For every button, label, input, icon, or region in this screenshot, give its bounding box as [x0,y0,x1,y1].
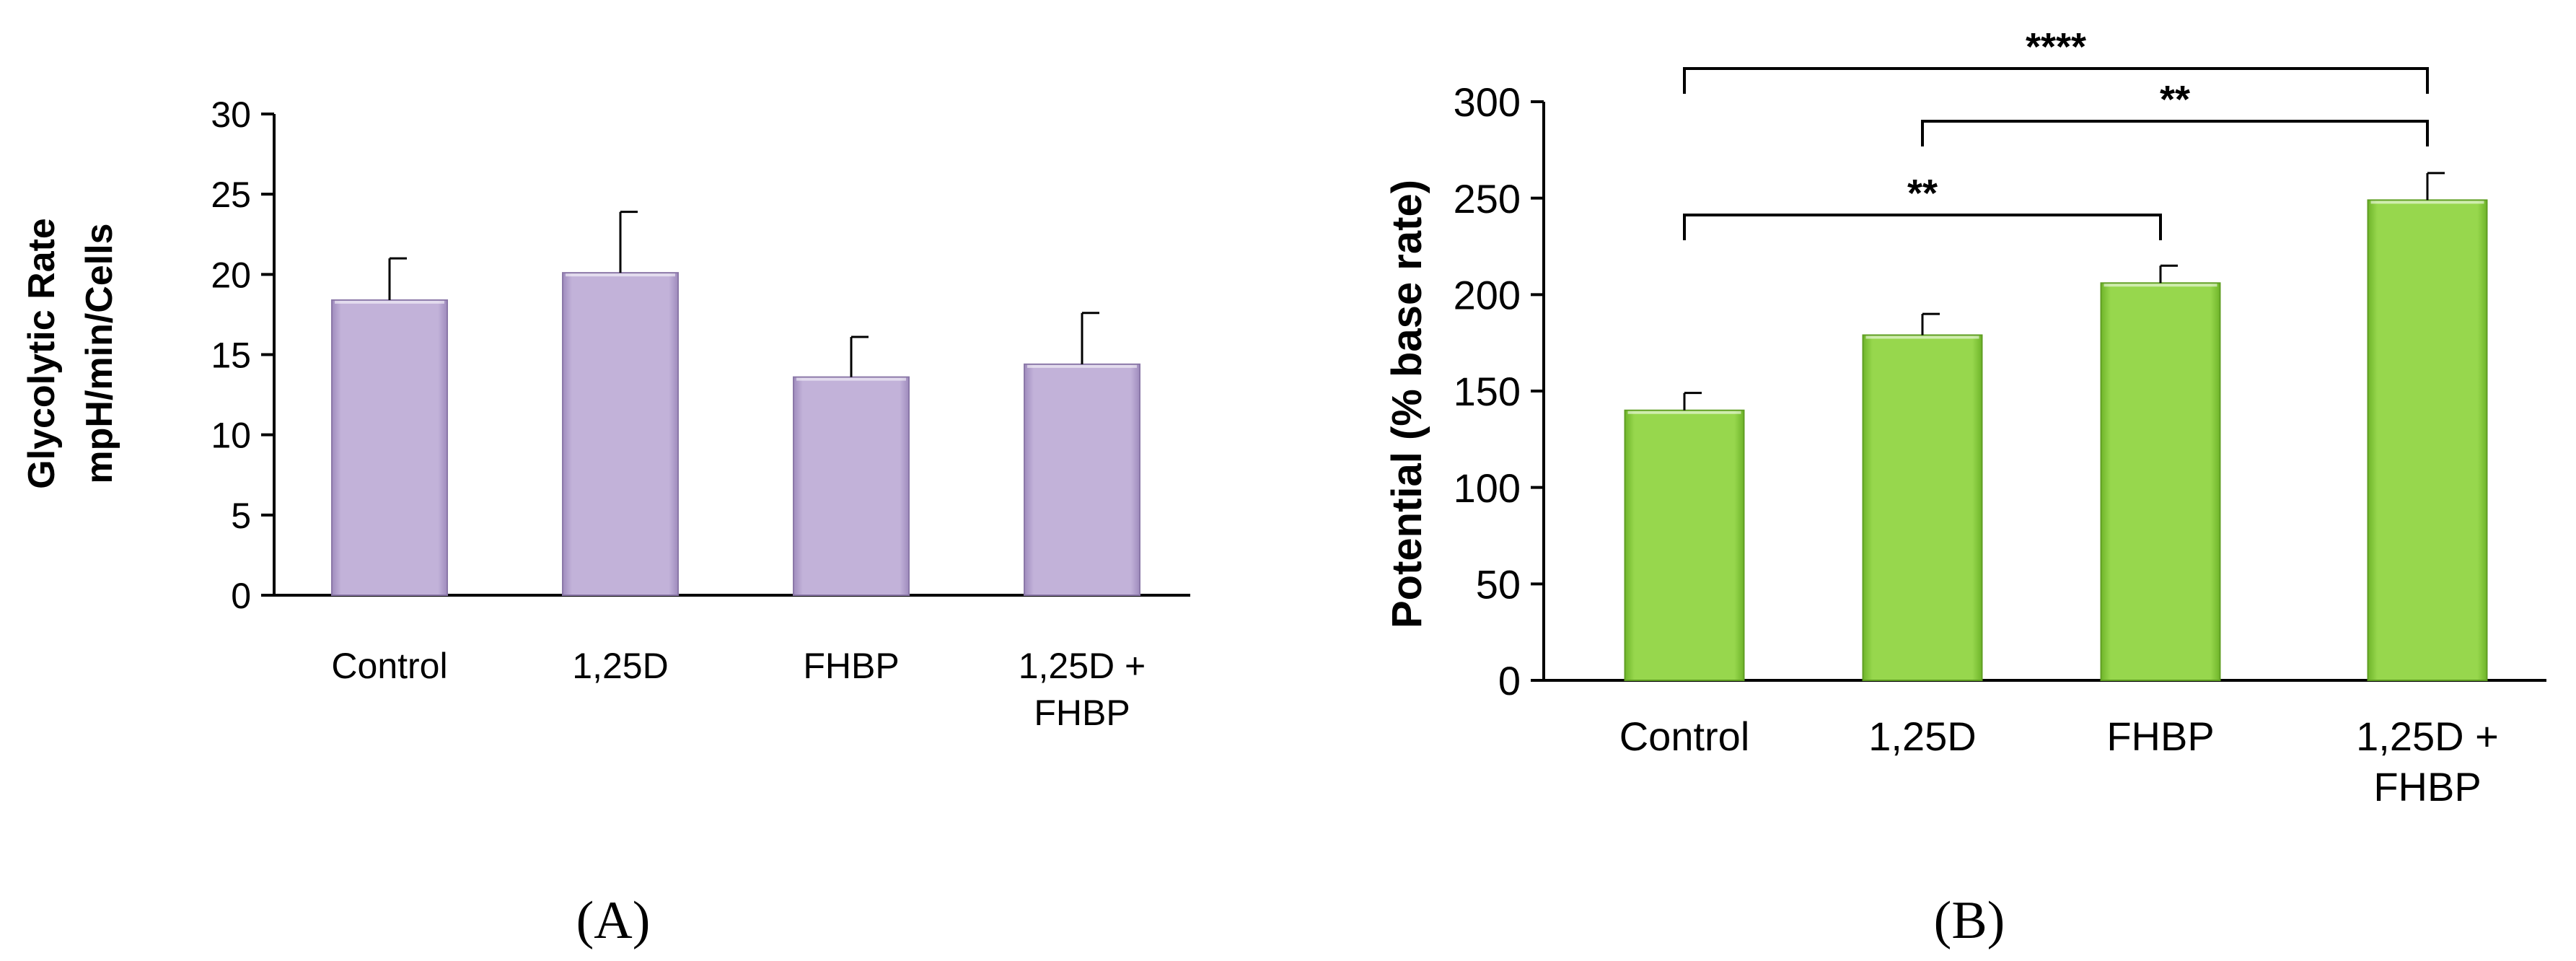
significance-label: **** [2026,25,2086,69]
significance-bracket [1683,67,2429,94]
y-tick-label: 100 [1454,465,1521,511]
x-tick-label: FHBP [803,646,899,686]
y-tick-label: 250 [1454,176,1521,221]
y-tick-label: 0 [1498,658,1521,703]
x-tick-label: FHBP [2106,714,2214,759]
bar [1024,363,1140,596]
bar [793,376,910,596]
x-tick-label: 1,25D [572,646,668,686]
y-tick-label: 20 [211,255,251,295]
y-tick-label: 10 [211,416,251,456]
bar [1862,334,1983,681]
x-tick-label: 1,25D + [1019,646,1146,686]
panel-label-b: (B) [1934,891,2005,950]
bar [2100,282,2221,681]
y-tick-label: 200 [1454,272,1521,317]
bar [1624,409,1745,681]
panel-label-a: (A) [576,891,651,950]
y-axis-label: Glycolytic Rate [21,218,63,489]
x-tick-label: FHBP [2373,764,2481,809]
y-tick-label: 30 [211,95,251,135]
bar [2367,199,2488,681]
x-tick-label: Control [1619,714,1750,759]
y-tick-label: 15 [211,335,251,376]
bar [562,272,679,596]
x-tick-label: Control [331,646,447,686]
y-tick-label: 0 [231,576,251,616]
bar [331,299,448,596]
y-axis-label: Potential (% base rate) [1384,180,1430,628]
y-axis-label: mpH/min/Cells [79,223,120,483]
y-tick-label: 25 [211,175,251,215]
y-tick-label: 50 [1476,561,1521,607]
y-tick-label: 5 [231,496,251,536]
significance-bracket [1921,120,2429,146]
chart-panel-a: 0 5 10 15 20 25 30 Glycolytic Rate mpH/min/Cells… [21,95,1190,733]
y-tick-label: 300 [1454,79,1521,125]
y-tick-label: 150 [1454,369,1521,414]
x-tick-label: 1,25D + [2356,714,2499,759]
x-tick-label: 1,25D [1868,714,1976,759]
significance-label: ** [1907,172,1938,215]
significance-label: ** [2160,78,2190,121]
significance-bracket [1683,214,2162,240]
x-tick-label: FHBP [1034,693,1130,733]
chart-panel-b: 0 50 100 150 200 250 300 Potential (% base rate… [1384,25,2546,809]
